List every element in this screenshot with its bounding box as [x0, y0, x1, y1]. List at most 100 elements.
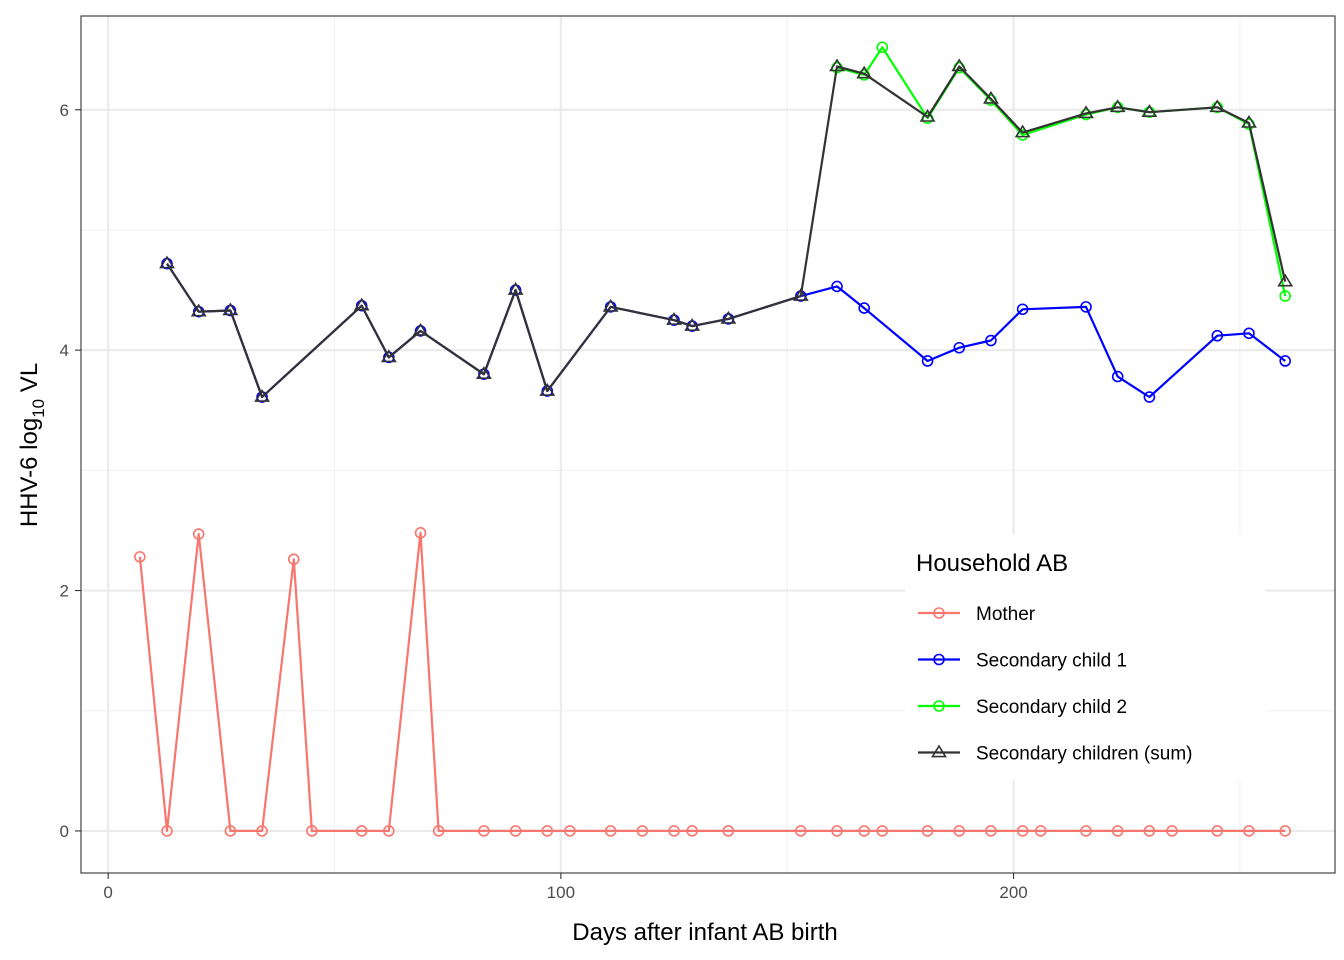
legend-item: Secondary children (sum) [918, 744, 1192, 765]
data-point-secondary-children-sum [1014, 124, 1031, 138]
y-axis: 0 2 4 6 [60, 101, 81, 841]
data-point-mother [541, 825, 554, 837]
data-point-secondary-child-1 [953, 341, 966, 354]
y-axis-title-subscript: 10 [29, 399, 48, 418]
data-point-secondary-children-sum [856, 65, 873, 79]
data-point-mother [876, 825, 889, 837]
data-point-secondary-child-2 [1279, 290, 1292, 302]
legend-label: Secondary children (sum) [976, 744, 1192, 765]
x-axis-title: Days after infant AB birth [572, 919, 837, 946]
data-point-mother [604, 825, 617, 837]
data-point-mother [224, 825, 237, 837]
y-tick-label: 4 [60, 341, 69, 360]
data-point-secondary-children-sum [1241, 114, 1257, 128]
data-point-secondary-children-sum [254, 388, 271, 402]
data-point-mother [1211, 825, 1224, 837]
data-point-secondary-children-sum [720, 310, 737, 324]
series-line-secondary-children-sum [166, 65, 1287, 399]
data-point-secondary-child-1 [921, 355, 934, 367]
data-point-secondary-children-sum [983, 90, 999, 104]
x-tick-label: 0 [103, 883, 112, 902]
data-point-mother [134, 551, 146, 563]
data-point-secondary-child-1 [1211, 329, 1224, 342]
data-point-secondary-child-1 [1080, 301, 1092, 313]
data-point-mother [636, 825, 649, 837]
plot-border [80, 15, 1336, 874]
data-point-secondary-children-sum [159, 255, 175, 269]
data-point-secondary-child-1 [1016, 303, 1029, 316]
data-point-secondary-child-1 [985, 334, 997, 347]
legend-key-marker [933, 607, 945, 619]
y-axis-title-unit: VL [16, 363, 43, 399]
data-point-secondary-children-sum [602, 298, 619, 312]
data-point-secondary-children-sum [353, 297, 370, 311]
data-point-secondary-child-1 [1111, 370, 1124, 383]
data-point-secondary-children-sum [829, 58, 845, 72]
data-point-mother [192, 528, 205, 540]
data-point-mother [686, 825, 698, 837]
data-point-mother [306, 825, 318, 837]
legend-label: Secondary child 1 [976, 651, 1127, 672]
y-tick-label: 2 [60, 582, 69, 601]
data-point-mother [1080, 825, 1092, 837]
y-axis-title: HHV-6 log10 VL [16, 363, 48, 527]
legend-label: Secondary child 2 [976, 697, 1127, 718]
data-point-mother [1034, 825, 1047, 837]
data-point-mother [921, 825, 934, 837]
data-point-secondary-children-sum [1277, 273, 1294, 287]
data-point-secondary-child-1 [1279, 355, 1292, 367]
x-tick-label: 200 [999, 883, 1027, 902]
data-point-mother [1143, 825, 1156, 837]
data-point-mother [1111, 825, 1124, 837]
data-point-mother [985, 825, 997, 837]
data-point-mother [564, 825, 576, 837]
legend-title: Household AB [916, 550, 1068, 577]
data-point-secondary-children-sum [919, 108, 936, 122]
data-point-mother [383, 825, 395, 837]
data-point-mother [478, 825, 490, 837]
data-point-mother [355, 825, 368, 837]
series-layer [134, 41, 1294, 837]
y-tick-label: 6 [60, 101, 69, 120]
data-point-mother [1279, 825, 1292, 837]
data-point-secondary-children-sum [412, 322, 429, 336]
data-point-secondary-children-sum [666, 312, 682, 325]
legend-key-marker [933, 700, 945, 712]
data-point-mother [1243, 825, 1255, 837]
data-point-mother [287, 553, 300, 566]
data-point-mother [509, 825, 522, 837]
x-axis: 0 100 200 [103, 873, 1028, 902]
data-point-secondary-children-sum [1109, 99, 1126, 113]
data-point-mother [256, 825, 268, 837]
data-point-secondary-child-1 [831, 280, 843, 293]
data-point-mother [953, 825, 966, 837]
legend: Household AB Mother Secondary child 1 Seco… [905, 535, 1265, 780]
data-point-secondary-children-sum [507, 282, 524, 295]
data-point-mother [1016, 825, 1029, 837]
data-point-mother [668, 825, 680, 837]
data-point-mother [161, 825, 173, 837]
legend-background [905, 535, 1265, 780]
data-point-secondary-children-sum [1078, 105, 1094, 119]
data-point-secondary-children-sum [792, 288, 809, 301]
y-axis-title-main: HHV-6 log [16, 418, 43, 527]
data-point-secondary-children-sum [475, 366, 492, 380]
minor-gridlines [81, 16, 1335, 873]
y-tick-label: 0 [60, 822, 69, 841]
data-point-secondary-children-sum [190, 303, 207, 317]
data-point-mother [1166, 825, 1178, 837]
data-point-secondary-children-sum [1141, 104, 1158, 117]
legend-item: Secondary child 1 [918, 651, 1127, 672]
data-point-secondary-child-1 [1243, 327, 1255, 340]
legend-label: Mother [976, 604, 1036, 625]
legend-item: Secondary child 2 [918, 697, 1127, 718]
data-point-mother [414, 527, 427, 539]
data-point-secondary-children-sum [222, 302, 239, 316]
legend-key-marker [933, 653, 945, 666]
data-point-mother [858, 825, 870, 837]
legend-key-marker [931, 744, 947, 758]
data-point-secondary-children-sum [1209, 99, 1226, 113]
data-point-secondary-child-1 [1143, 391, 1156, 403]
legend-item: Mother [918, 604, 1036, 625]
